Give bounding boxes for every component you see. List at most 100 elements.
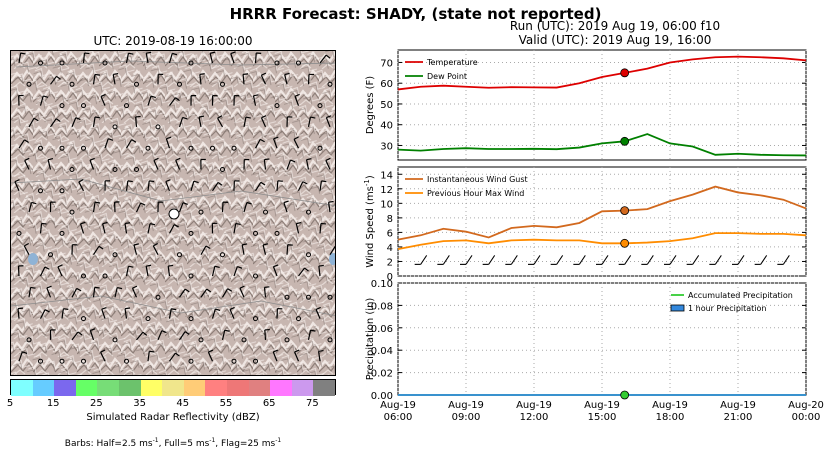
barb-staff [286, 244, 289, 255]
barb-feather [310, 329, 316, 332]
calm-wind-marker [231, 358, 237, 364]
calm-wind-marker [102, 60, 108, 66]
barb-feather [184, 331, 190, 335]
wind-barb [92, 116, 101, 127]
wind-barb [209, 51, 216, 64]
wind-barb [147, 180, 155, 191]
barb-staff [283, 202, 288, 213]
barb-feather [315, 306, 321, 310]
wind-barb [262, 243, 269, 255]
wind-barb [233, 222, 241, 234]
barb-staff [319, 223, 322, 234]
valid-time-label: Valid (UTC): 2019 Aug 19, 16:00 [518, 33, 712, 47]
calm-wind-marker [274, 103, 280, 109]
barb-staff [200, 288, 208, 298]
barb-feather [239, 285, 245, 289]
barb-feather [132, 285, 138, 289]
wind-barb [165, 136, 172, 149]
x-tick-label: 18:00 [656, 412, 685, 423]
barb-feather [90, 328, 96, 331]
county-border [11, 295, 335, 317]
barb-staff [178, 117, 184, 128]
barb-staff [145, 53, 149, 64]
wind-barb [199, 73, 205, 85]
wind-barb [305, 158, 312, 170]
wind-barb [732, 255, 745, 265]
legend-label: Accumulated Precipitation [688, 291, 793, 300]
barb-staff [692, 255, 700, 265]
barb-feather [133, 243, 140, 246]
barb-staff [510, 255, 518, 265]
barb-feather [304, 267, 309, 272]
barb-staff [47, 159, 52, 170]
barb-staff [465, 255, 473, 265]
wind-barb [168, 224, 179, 234]
calm-wind-marker [26, 337, 32, 343]
colorbar-cell [54, 380, 77, 396]
wind-barb [211, 181, 223, 192]
run-time-label: Run (UTC): 2019 Aug 19, 06:00 f10 [509, 19, 721, 33]
barb-feather [208, 349, 214, 353]
barb-feather [94, 116, 101, 119]
y-tick-label: 70 [380, 58, 393, 69]
chart-panel-1: 30 40 50 60 70 Degrees (F) Temperature Dew Poin… [365, 49, 807, 161]
barb-feather [113, 72, 119, 76]
barb-staff [50, 118, 57, 128]
barb-staff [442, 255, 450, 265]
barb-feather [175, 157, 181, 161]
barb-staff [39, 223, 43, 234]
wind-barb [39, 309, 50, 319]
wind-barb [295, 221, 302, 234]
barb-feather [310, 116, 316, 119]
wind-barb [241, 243, 248, 255]
barb-staff [28, 202, 33, 213]
calm-wind-marker [38, 145, 43, 151]
wind-barb [317, 349, 324, 362]
wind-barb [157, 330, 167, 341]
barb-staff [39, 95, 44, 106]
barb-staff [233, 266, 238, 277]
barb-feather [182, 202, 188, 206]
barb-staff [209, 53, 214, 64]
wind-barb [61, 308, 69, 319]
barb-staff [18, 53, 22, 64]
barb-feather [325, 157, 331, 161]
wind-barb [211, 308, 221, 319]
barb-staff [24, 160, 30, 170]
barb-staff [273, 138, 278, 149]
barb-feather [217, 115, 223, 119]
barb-staff [760, 255, 768, 265]
colorbar-cell [227, 380, 250, 396]
wind-barb [89, 328, 96, 341]
wind-barb [133, 243, 140, 255]
barb-feather [273, 264, 279, 268]
barb-feather [193, 180, 199, 184]
barb-staff [239, 287, 245, 298]
wind-barb [618, 255, 632, 265]
y-tick-label: 2 [387, 257, 393, 268]
calm-wind-marker [274, 230, 280, 236]
wind-barb [145, 264, 152, 277]
barb-feather [262, 243, 269, 246]
calm-wind-marker [26, 81, 32, 87]
calm-wind-marker [112, 252, 118, 258]
barb-feather [224, 329, 230, 332]
wind-barb [49, 329, 56, 340]
wind-barb [307, 329, 316, 341]
calm-wind-marker [81, 358, 86, 364]
wind-barb [125, 139, 137, 149]
barb-feather [24, 139, 29, 143]
colorbar-cell [183, 380, 206, 396]
barbs-note: Barbs: Half=2.5 ms-1, Full=5 ms-1, Flag=… [64, 437, 282, 449]
wind-barb [573, 255, 586, 265]
barb-staff [294, 351, 300, 362]
barb-staff [101, 308, 106, 319]
wind-barb [664, 255, 677, 265]
wind-barb [136, 331, 148, 341]
barb-feather [306, 158, 312, 161]
barb-feather [321, 180, 327, 183]
barb-staff [305, 159, 310, 170]
wind-barb [125, 265, 134, 277]
barb-feather [44, 309, 50, 313]
wind-barb [71, 287, 82, 298]
